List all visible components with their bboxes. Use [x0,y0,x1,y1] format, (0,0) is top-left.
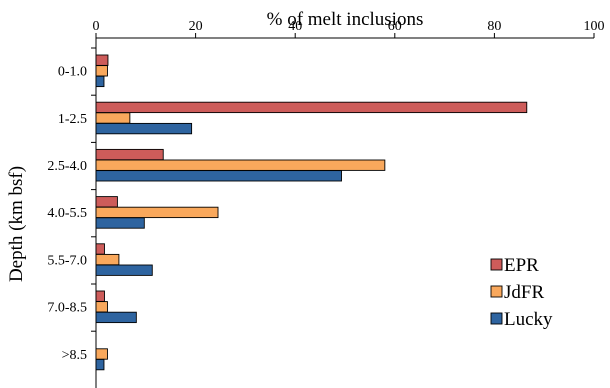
bar-epr-1 [95,101,528,114]
bar-jdfr-3 [95,206,219,219]
y-tick-label: 5.5-7.0 [47,253,87,268]
bar-jdfr-2 [95,159,386,171]
bar-lucky-2 [95,170,342,182]
y-tick-label: 7.0-8.5 [47,301,87,316]
bar-epr-4 [95,243,105,255]
bar-lucky-3 [95,217,145,229]
bar-jdfr-4 [95,253,120,266]
x-axis-title: % of melt inclusions [267,9,424,30]
bar-jdfr-5 [95,301,108,313]
y-tick-label: >8.5 [62,348,87,363]
y-tick-label: 2.5-4.0 [47,159,87,174]
x-tick-label: 100 [584,19,605,34]
legend-swatch-jdfr [490,285,503,298]
x-tick-label: 0 [93,19,100,34]
x-tick-label: 20 [189,19,203,34]
bar-lucky-0 [95,75,105,88]
legend-label-lucky: Lucky [504,309,553,330]
bar-epr-3 [95,196,118,208]
x-tick-label: 80 [487,19,501,34]
bar-lucky-5 [95,311,137,324]
legend-label-jdfr: JdFR [504,282,544,303]
bar-lucky-4 [95,264,153,276]
legend-swatch-epr [490,258,503,271]
bar-jdfr-0 [95,65,108,77]
bar-jdfr-6 [95,348,108,360]
x-tick-label: 40 [288,19,302,34]
y-tick-label: 1-2.5 [58,112,87,127]
bar-epr-2 [95,148,164,161]
y-tick-label: 0-1.0 [58,65,87,80]
plot-area: 0 20 40 60 80 100 0-1.0 1-2.5 2.5-4.0 4.0-5.5 5.5-… [47,19,605,388]
bar-jdfr-1 [95,112,131,124]
bar-lucky-6 [95,358,105,371]
y-axis-title: Depth (km bsf) [6,166,27,282]
legend-label-epr: EPR [504,255,539,276]
legend-swatch-lucky [490,312,503,325]
legend: EPR JdFR Lucky [490,255,553,330]
bar-lucky-1 [95,122,193,135]
bar-epr-0 [95,54,109,66]
y-tick-label: 4.0-5.5 [47,206,87,221]
x-tick-label: 60 [388,19,402,34]
bar-epr-5 [95,290,105,302]
